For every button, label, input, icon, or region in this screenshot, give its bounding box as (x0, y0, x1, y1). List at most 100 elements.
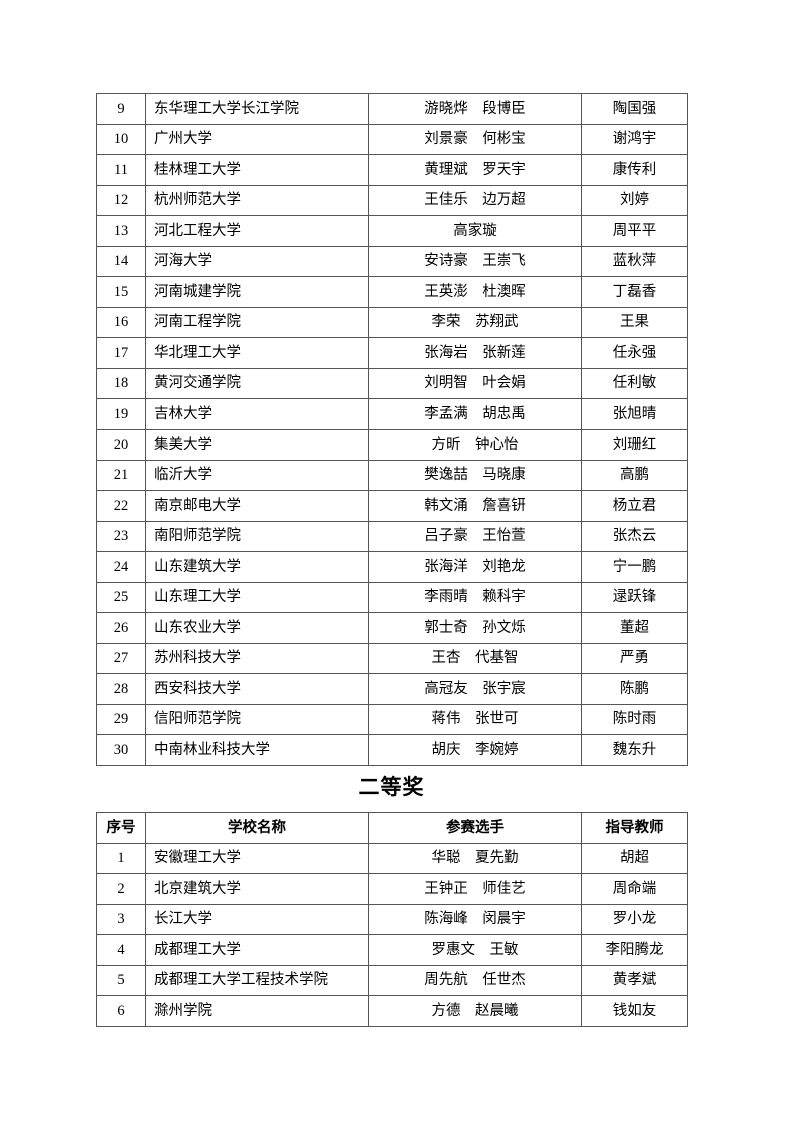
row-index-cell: 29 (96, 703, 146, 736)
table-row: 1 安徽理工大学 华聪 夏先勤 胡超 (96, 842, 688, 875)
teacher-cell: 任永强 (581, 337, 688, 369)
contestants-cell: 李雨晴 赖科宇 (368, 581, 582, 614)
row-index-cell: 10 (96, 123, 146, 156)
row-index-cell: 19 (96, 398, 146, 431)
teacher-cell: 陈鹏 (581, 673, 688, 705)
row-index-cell: 6 (96, 995, 146, 1027)
contestants-cell: 张海洋 刘艳龙 (368, 551, 582, 583)
contestants-cell: 王杏 代基智 (368, 642, 582, 675)
table-row: 23 南阳师范学院 吕子豪 王怡萱 张杰云 (96, 520, 688, 553)
teacher-cell: 胡超 (581, 842, 688, 875)
table-row: 30 中南林业科技大学 胡庆 李婉婷 魏东升 (96, 734, 688, 767)
table-row: 4 成都理工大学 罗惠文 王敏 李阳腾龙 (96, 934, 688, 966)
school-cell: 广州大学 (145, 123, 369, 156)
table-row: 12 杭州师范大学 王佳乐 边万超 刘婷 (96, 184, 688, 217)
school-cell: 山东建筑大学 (145, 551, 369, 583)
teacher-cell: 钱如友 (581, 995, 688, 1027)
row-index-cell: 22 (96, 490, 146, 522)
row-index-cell: 14 (96, 245, 146, 278)
table-row: 15 河南城建学院 王英澎 杜澳晖 丁磊香 (96, 276, 688, 308)
contestants-cell: 李孟满 胡忠禹 (368, 398, 582, 431)
school-cell: 河海大学 (145, 245, 369, 278)
row-index-cell: 18 (96, 367, 146, 400)
contestants-cell: 游晓烨 段博臣 (368, 93, 582, 125)
contestants-cell: 陈海峰 闵晨宇 (368, 903, 582, 936)
row-index-cell: 28 (96, 673, 146, 705)
teacher-cell: 陈时雨 (581, 703, 688, 736)
table-row: 10 广州大学 刘景豪 何彬宝 谢鸿宇 (96, 123, 688, 156)
row-index-cell: 1 (96, 842, 146, 875)
column-header-school: 学校名称 (145, 812, 369, 844)
second-prize-table: 序号 学校名称 参赛选手 指导教师 1 安徽理工大学 华聪 夏先勤 胡超 2 北… (96, 812, 688, 1027)
contestants-cell: 张海岩 张新莲 (368, 337, 582, 369)
school-cell: 东华理工大学长江学院 (145, 93, 369, 125)
school-cell: 桂林理工大学 (145, 154, 369, 186)
teacher-cell: 丁磊香 (581, 276, 688, 308)
teacher-cell: 严勇 (581, 642, 688, 675)
row-index-cell: 15 (96, 276, 146, 308)
row-index-cell: 23 (96, 520, 146, 553)
table-row: 5 成都理工大学工程技术学院 周先航 任世杰 黄孝斌 (96, 964, 688, 997)
row-index-cell: 9 (96, 93, 146, 125)
school-cell: 河南城建学院 (145, 276, 369, 308)
contestants-cell: 王英澎 杜澳晖 (368, 276, 582, 308)
table-row: 14 河海大学 安诗豪 王崇飞 蓝秋萍 (96, 245, 688, 278)
teacher-cell: 魏东升 (581, 734, 688, 767)
teacher-cell: 逯跃锋 (581, 581, 688, 614)
teacher-cell: 王果 (581, 306, 688, 339)
table-row: 21 临沂大学 樊逸喆 马晓康 高鹏 (96, 459, 688, 492)
row-index-cell: 27 (96, 642, 146, 675)
row-index-cell: 11 (96, 154, 146, 186)
contestants-cell: 刘明智 叶会娟 (368, 367, 582, 400)
school-cell: 吉林大学 (145, 398, 369, 431)
teacher-cell: 杨立君 (581, 490, 688, 522)
table-row: 20 集美大学 方昕 钟心怡 刘珊红 (96, 429, 688, 461)
table-row: 6 滁州学院 方德 赵晨曦 钱如友 (96, 995, 688, 1027)
teacher-cell: 刘珊红 (581, 429, 688, 461)
table-row: 28 西安科技大学 高冠友 张宇宸 陈鹏 (96, 673, 688, 705)
teacher-cell: 蓝秋萍 (581, 245, 688, 278)
contestants-cell: 刘景豪 何彬宝 (368, 123, 582, 156)
contestants-cell: 高家璇 (368, 215, 582, 247)
contestants-cell: 胡庆 李婉婷 (368, 734, 582, 767)
contestants-cell: 安诗豪 王崇飞 (368, 245, 582, 278)
teacher-cell: 罗小龙 (581, 903, 688, 936)
column-header-index: 序号 (96, 812, 146, 844)
first-prize-table: 9 东华理工大学长江学院 游晓烨 段博臣 陶国强 10 广州大学 刘景豪 何彬宝… (96, 93, 688, 767)
school-cell: 安徽理工大学 (145, 842, 369, 875)
row-index-cell: 24 (96, 551, 146, 583)
table-row: 11 桂林理工大学 黄理斌 罗天宇 康传利 (96, 154, 688, 186)
table-row: 18 黄河交通学院 刘明智 叶会娟 任利敏 (96, 367, 688, 400)
school-cell: 中南林业科技大学 (145, 734, 369, 767)
school-cell: 南阳师范学院 (145, 520, 369, 553)
row-index-cell: 25 (96, 581, 146, 614)
school-cell: 集美大学 (145, 429, 369, 461)
school-cell: 黄河交通学院 (145, 367, 369, 400)
teacher-cell: 张杰云 (581, 520, 688, 553)
table-row: 3 长江大学 陈海峰 闵晨宇 罗小龙 (96, 903, 688, 936)
school-cell: 华北理工大学 (145, 337, 369, 369)
contestants-cell: 李荣 苏翔武 (368, 306, 582, 339)
teacher-cell: 周命端 (581, 873, 688, 905)
row-index-cell: 3 (96, 903, 146, 936)
contestants-cell: 王佳乐 边万超 (368, 184, 582, 217)
teacher-cell: 陶国强 (581, 93, 688, 125)
school-cell: 苏州科技大学 (145, 642, 369, 675)
school-cell: 长江大学 (145, 903, 369, 936)
contestants-cell: 方昕 钟心怡 (368, 429, 582, 461)
contestants-cell: 吕子豪 王怡萱 (368, 520, 582, 553)
table-row: 19 吉林大学 李孟满 胡忠禹 张旭晴 (96, 398, 688, 431)
school-cell: 成都理工大学 (145, 934, 369, 966)
row-index-cell: 13 (96, 215, 146, 247)
table-row: 29 信阳师范学院 蒋伟 张世可 陈时雨 (96, 703, 688, 736)
section-heading-second-prize: 二等奖 (358, 775, 425, 799)
teacher-cell: 谢鸿宇 (581, 123, 688, 156)
contestants-cell: 罗惠文 王敏 (368, 934, 582, 966)
table-row: 22 南京邮电大学 韩文涌 詹喜钘 杨立君 (96, 490, 688, 522)
teacher-cell: 康传利 (581, 154, 688, 186)
school-cell: 滁州学院 (145, 995, 369, 1027)
contestants-cell: 方德 赵晨曦 (368, 995, 582, 1027)
teacher-cell: 李阳腾龙 (581, 934, 688, 966)
school-cell: 信阳师范学院 (145, 703, 369, 736)
